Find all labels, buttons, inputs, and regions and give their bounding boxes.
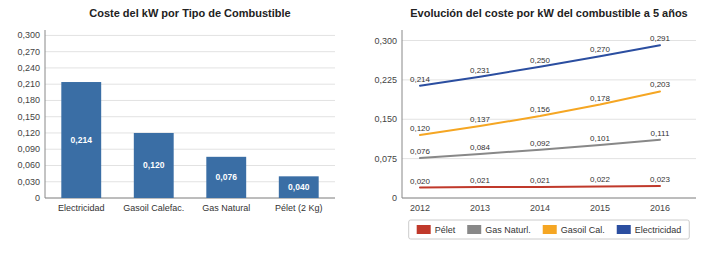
x-tick-label: 2016	[650, 203, 670, 213]
data-label: 0,120	[410, 124, 431, 133]
x-tick-label: 2012	[410, 203, 430, 213]
bar	[61, 82, 101, 198]
data-label: 0,120	[143, 160, 165, 170]
data-label: 0,076	[216, 172, 238, 182]
bar	[279, 176, 319, 198]
x-axis-line	[402, 198, 696, 199]
chart-title: Evolución del coste por kW del combustib…	[410, 7, 688, 19]
y-tick-label: 0,030	[17, 177, 40, 187]
x-tick-label: Electricidad	[58, 203, 105, 213]
legend-frame	[409, 220, 690, 239]
y-tick-label: 0,090	[17, 144, 40, 154]
grid-line	[402, 158, 696, 159]
legend-label: Electricidad	[635, 225, 682, 235]
y-tick-label: 0,120	[17, 128, 40, 138]
grid-line	[45, 51, 335, 52]
y-tick-label: 0,075	[374, 154, 397, 164]
bars	[61, 82, 318, 198]
data-label: 0,203	[650, 80, 671, 89]
legend-label: Pélet	[435, 225, 456, 235]
series-line	[420, 91, 660, 135]
data-label: 0,231	[470, 66, 491, 75]
series-line	[420, 45, 660, 85]
data-label: 0,020	[410, 177, 431, 186]
data-label: 0,111	[651, 129, 670, 138]
y-tick-label: 0,060	[17, 160, 40, 170]
x-tick-label: Pélet (2 Kg)	[275, 203, 323, 213]
data-label: 0,022	[590, 175, 611, 184]
legend-label: Gas Naturl.	[485, 225, 531, 235]
y-tick-label: 0	[392, 193, 397, 203]
x-tick-label: Gasoil Calefac.	[123, 203, 184, 213]
data-label: 0,021	[530, 176, 551, 185]
y-tick-label: 0,150	[374, 114, 397, 124]
y-tick-label: 0,300	[17, 30, 40, 40]
legend-label: Gasoil Cal.	[561, 225, 605, 235]
data-label: 0,023	[650, 175, 671, 184]
x-tick-label: 2015	[590, 203, 610, 213]
legend-swatch	[617, 225, 631, 234]
bar	[206, 157, 246, 198]
y-tick-label: 0,225	[374, 75, 397, 85]
data-label: 0,214	[410, 75, 431, 84]
grid-line	[402, 198, 696, 199]
figure: Coste del kW por Tipo de Combustible 0 0,0…	[0, 0, 706, 272]
legend-swatch	[417, 225, 431, 234]
y-tick-label: 0,300	[374, 36, 397, 46]
grid-line	[45, 35, 335, 36]
data-label: 0,137	[470, 115, 491, 124]
legend-swatch	[467, 225, 481, 234]
series-line	[420, 186, 660, 188]
x-tick-label: 2014	[530, 203, 550, 213]
bar-chart: Coste del kW por Tipo de Combustible 0 0,0…	[17, 7, 335, 213]
data-label: 0,291	[650, 34, 671, 43]
data-labels: 0,214 0,120 0,076 0,040	[71, 135, 310, 192]
data-label: 0,101	[590, 134, 611, 143]
data-label: 0,084	[470, 143, 491, 152]
chart-title: Coste del kW por Tipo de Combustible	[89, 7, 290, 19]
x-tick-label: 2013	[470, 203, 490, 213]
y-axis-line	[45, 30, 46, 198]
grid-line	[402, 119, 696, 120]
data-label: 0,021	[470, 176, 491, 185]
data-label: 0,214	[71, 135, 93, 145]
data-label: 0,156	[530, 105, 551, 114]
data-label: 0,178	[590, 94, 611, 103]
data-labels: 0,214 0,231 0,250 0,270 0,291 0,120 0,137 0,156…	[410, 34, 671, 185]
data-label: 0,092	[530, 139, 551, 148]
data-label: 0,040	[288, 182, 310, 192]
y-tick-label: 0,150	[17, 112, 40, 122]
legend: Pélet Gas Naturl. Gasoil Cal. Electricidad	[409, 220, 690, 239]
data-label: 0,250	[530, 56, 551, 65]
y-tick-label: 0	[35, 193, 40, 203]
grid-line	[45, 67, 335, 68]
data-label: 0,076	[410, 147, 431, 156]
bar	[134, 133, 174, 198]
y-tick-label: 0,180	[17, 95, 40, 105]
y-tick-label: 0,270	[17, 47, 40, 57]
line-chart: Evolución del coste por kW del combustib…	[374, 7, 696, 239]
y-axis-line	[402, 30, 403, 198]
x-tick-label: Gas Natural	[202, 203, 250, 213]
lines	[420, 45, 660, 187]
legend-swatch	[543, 225, 557, 234]
y-tick-label: 0,240	[17, 63, 40, 73]
y-tick-label: 0,210	[17, 79, 40, 89]
data-label: 0,270	[590, 45, 611, 54]
